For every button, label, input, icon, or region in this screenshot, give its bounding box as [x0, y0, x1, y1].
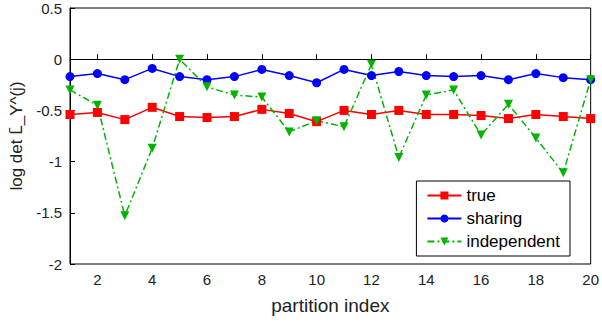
svg-text:2: 2: [93, 271, 101, 288]
svg-text:independent: independent: [466, 232, 560, 251]
svg-text:true: true: [466, 186, 495, 205]
svg-text:log det L̄_Y^(j): log det L̄_Y^(j): [7, 81, 26, 190]
svg-text:8: 8: [258, 271, 266, 288]
svg-text:12: 12: [363, 271, 380, 288]
svg-text:-1.5: -1.5: [36, 204, 62, 221]
svg-text:14: 14: [418, 271, 435, 288]
svg-text:-1: -1: [49, 153, 62, 170]
svg-text:10: 10: [308, 271, 325, 288]
svg-text:0: 0: [54, 51, 62, 68]
svg-text:-2: -2: [49, 256, 62, 273]
svg-text:4: 4: [148, 271, 156, 288]
svg-text:18: 18: [528, 271, 545, 288]
svg-text:-0.5: -0.5: [36, 102, 62, 119]
svg-text:0.5: 0.5: [41, 0, 62, 17]
svg-text:16: 16: [473, 271, 490, 288]
svg-text:partition index: partition index: [271, 295, 390, 316]
svg-text:sharing: sharing: [466, 209, 522, 228]
svg-text:6: 6: [203, 271, 211, 288]
svg-text:20: 20: [582, 271, 599, 288]
